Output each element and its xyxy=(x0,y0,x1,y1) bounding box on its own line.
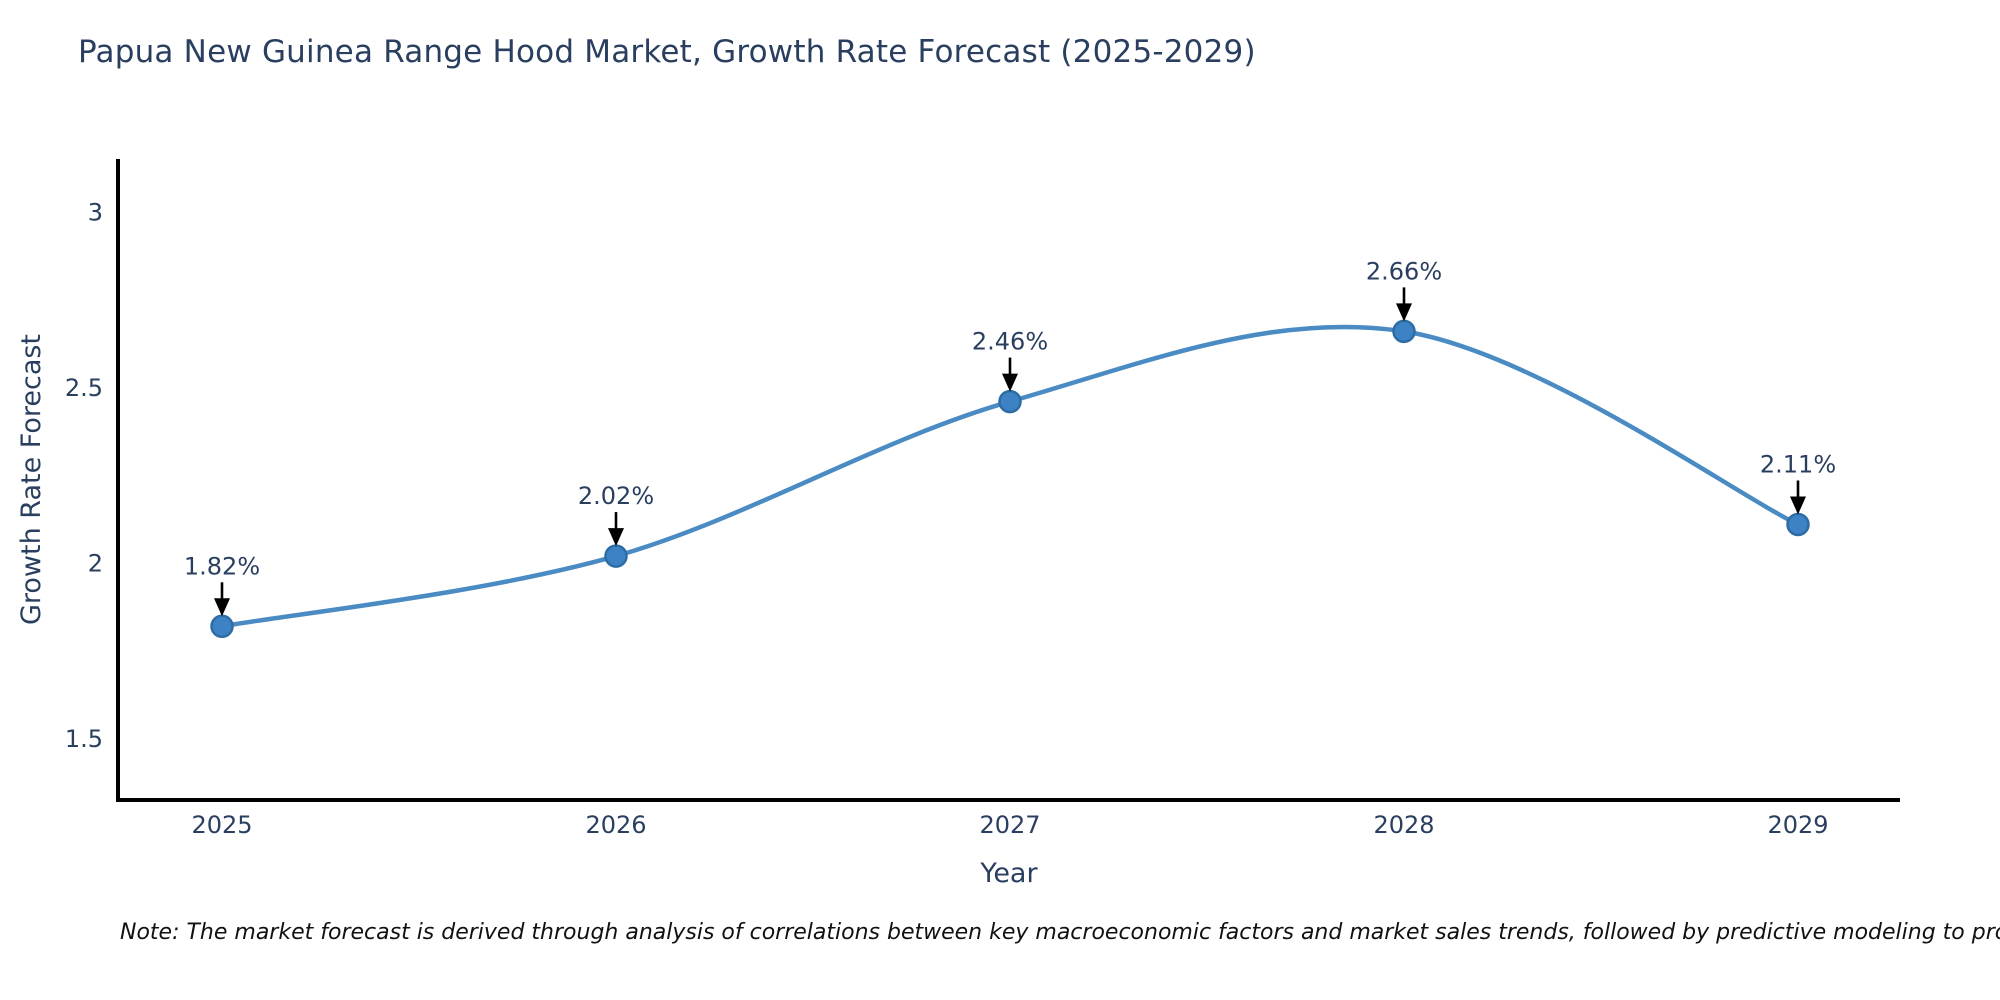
data-point-label: 1.82% xyxy=(184,552,260,580)
annotation-arrow-head xyxy=(608,528,624,547)
x-tick-label: 2029 xyxy=(1767,811,1828,839)
x-tick-label: 2026 xyxy=(585,811,646,839)
data-point-label: 2.46% xyxy=(972,328,1048,356)
x-axis-title: Year xyxy=(980,858,1038,889)
data-point-marker xyxy=(604,544,628,568)
data-point-marker xyxy=(1392,319,1416,344)
annotation-arrow-head xyxy=(1002,373,1018,392)
data-point-marker xyxy=(210,614,234,639)
y-tick-label: 2 xyxy=(88,550,103,578)
y-tick-label: 2.5 xyxy=(65,374,103,402)
y-tick-label: 1.5 xyxy=(65,725,103,753)
chart-title: Papua New Guinea Range Hood Market, Grow… xyxy=(78,34,1256,70)
x-tick-label: 2025 xyxy=(191,811,252,839)
data-point-label: 2.11% xyxy=(1760,450,1836,478)
data-point-label: 2.02% xyxy=(578,482,654,510)
annotation-arrow-head xyxy=(1396,303,1412,322)
x-tick-label: 2028 xyxy=(1373,811,1434,839)
x-tick-label: 2027 xyxy=(979,811,1040,839)
data-point-marker xyxy=(1786,512,1810,537)
annotation-arrow-head xyxy=(214,598,230,617)
annotation-arrow-head xyxy=(1790,496,1806,515)
data-point-marker xyxy=(998,389,1022,414)
y-tick-label: 3 xyxy=(88,199,103,227)
footnote: Note: The market forecast is derived thr… xyxy=(120,920,2000,945)
data-point-label: 2.66% xyxy=(1366,257,1442,285)
